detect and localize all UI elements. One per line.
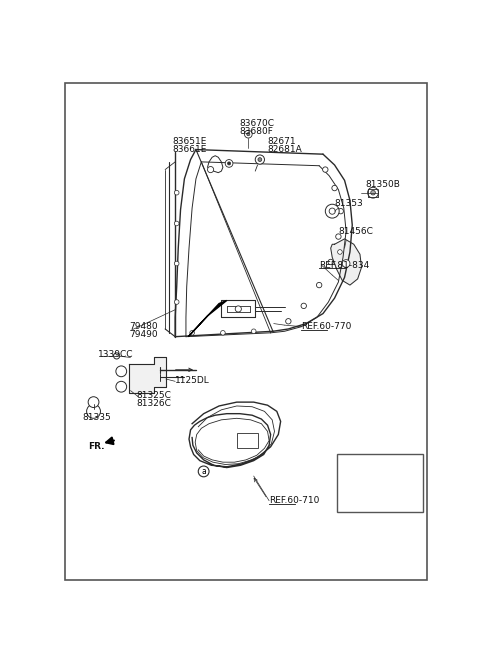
Text: REF.60-710: REF.60-710 [269, 496, 320, 505]
Circle shape [174, 300, 179, 304]
Circle shape [316, 282, 322, 288]
FancyArrowPatch shape [176, 368, 192, 371]
Circle shape [301, 303, 306, 308]
Polygon shape [188, 300, 227, 337]
Text: 81456C: 81456C [338, 227, 373, 236]
Text: 83670C: 83670C [240, 119, 275, 128]
Circle shape [207, 167, 214, 173]
Text: 83651E: 83651E [173, 137, 207, 146]
Circle shape [174, 221, 179, 226]
Polygon shape [129, 358, 166, 393]
Circle shape [88, 397, 99, 407]
Circle shape [328, 259, 334, 264]
Circle shape [325, 204, 339, 218]
Text: 79480: 79480 [129, 322, 157, 331]
Circle shape [258, 157, 262, 161]
Circle shape [116, 381, 127, 392]
Text: 82681A: 82681A [267, 145, 302, 154]
Circle shape [225, 159, 233, 167]
Text: 81329A: 81329A [368, 459, 402, 468]
Text: 81329A: 81329A [354, 456, 388, 465]
Circle shape [244, 131, 252, 138]
Circle shape [221, 331, 225, 335]
Circle shape [342, 260, 350, 268]
Circle shape [174, 261, 179, 266]
Circle shape [114, 353, 120, 359]
Text: a: a [201, 467, 206, 476]
Circle shape [116, 366, 127, 377]
Circle shape [338, 209, 343, 214]
Text: !: ! [349, 471, 352, 476]
Circle shape [198, 466, 209, 477]
Circle shape [332, 186, 337, 191]
Text: REF.81-834: REF.81-834 [319, 260, 370, 270]
Text: 81325C: 81325C [137, 392, 171, 400]
Text: FR.: FR. [88, 442, 105, 451]
Text: 81350B: 81350B [365, 180, 400, 190]
Circle shape [368, 188, 378, 198]
Text: 79490: 79490 [129, 330, 157, 339]
Circle shape [235, 306, 241, 312]
Circle shape [323, 167, 328, 173]
Text: 1339CC: 1339CC [98, 350, 133, 359]
Circle shape [255, 155, 264, 164]
Bar [337, 455, 423, 512]
Text: 83680F: 83680F [240, 127, 274, 136]
Text: 83661E: 83661E [173, 145, 207, 154]
Text: a: a [344, 456, 348, 465]
Text: 81353: 81353 [335, 199, 363, 208]
Circle shape [228, 162, 230, 165]
Circle shape [86, 405, 100, 419]
Text: REF.60-770: REF.60-770 [301, 322, 352, 331]
Circle shape [336, 234, 341, 239]
Polygon shape [331, 239, 361, 285]
Circle shape [337, 250, 342, 255]
Text: 81326C: 81326C [137, 399, 171, 408]
Circle shape [371, 190, 375, 195]
Bar [237, 433, 258, 448]
Circle shape [247, 133, 250, 136]
Circle shape [329, 208, 336, 215]
Text: 81335: 81335 [83, 413, 111, 422]
Circle shape [286, 319, 291, 324]
Circle shape [341, 456, 351, 465]
Text: 1125DL: 1125DL [175, 376, 210, 385]
Circle shape [190, 331, 194, 335]
Text: 82671: 82671 [267, 137, 296, 146]
Circle shape [252, 329, 256, 334]
Circle shape [174, 190, 179, 195]
